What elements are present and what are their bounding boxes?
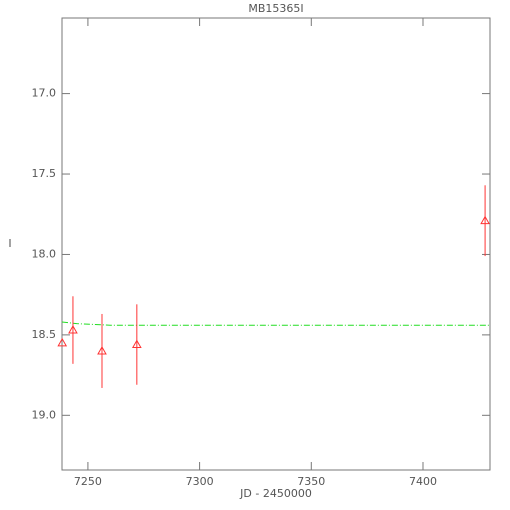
x-tick-label: 7400: [409, 475, 437, 488]
data-point: [68, 325, 78, 334]
y-tick-label: 17.5: [32, 167, 57, 180]
x-axis-label: JD - 2450000: [239, 487, 312, 500]
plot-frame: [61, 17, 491, 471]
data-point: [131, 339, 142, 349]
x-tick-label: 7250: [74, 475, 102, 488]
y-tick-label: 17.0: [32, 87, 57, 100]
y-tick-label: 18.5: [32, 328, 57, 341]
data-point: [97, 345, 107, 355]
data-point: [480, 215, 490, 225]
y-tick-label: 18.0: [32, 247, 57, 260]
x-tick-label: 7350: [297, 475, 325, 488]
data-point: [57, 337, 68, 347]
y-axis-label: I: [8, 237, 11, 250]
model-line: [61, 321, 490, 326]
y-tick-label: 19.0: [32, 408, 57, 421]
chart-title: MB15365I: [248, 2, 303, 15]
x-tick-label: 7300: [186, 475, 214, 488]
